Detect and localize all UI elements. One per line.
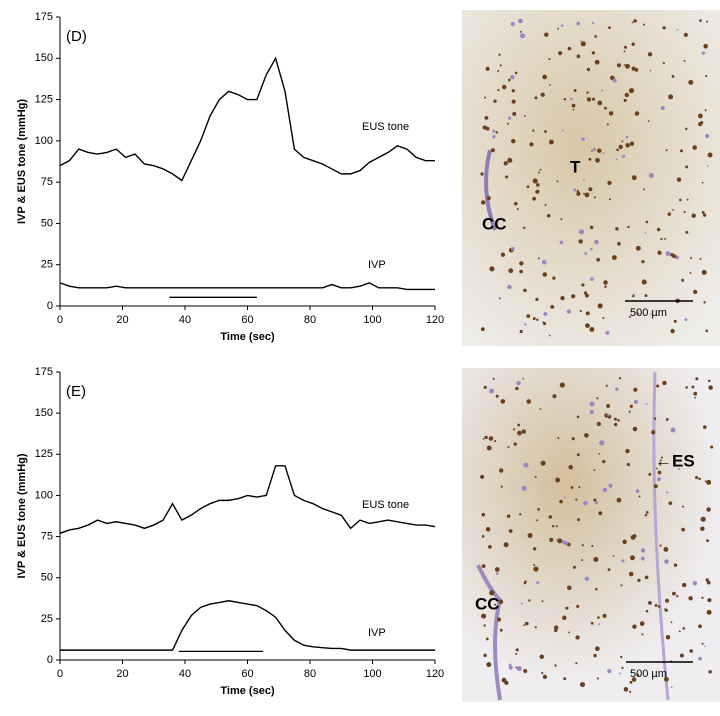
y-tick-label: 100 bbox=[35, 135, 53, 147]
series-line bbox=[59, 282, 435, 291]
x-tick-label: 60 bbox=[241, 668, 253, 680]
y-tick-label: 125 bbox=[35, 93, 53, 105]
y-tick-label: 0 bbox=[47, 300, 53, 312]
series-label: EUS tone bbox=[362, 121, 409, 133]
x-tick-label: 100 bbox=[363, 314, 381, 326]
canal bbox=[476, 564, 503, 701]
x-tick-label: 120 bbox=[426, 314, 444, 326]
y-tick-label: 75 bbox=[41, 176, 53, 188]
scale-label: 500 µm bbox=[630, 668, 667, 680]
y-tick-label: 0 bbox=[47, 654, 53, 666]
x-tick-label: 60 bbox=[241, 314, 253, 326]
y-tick-label: 50 bbox=[41, 572, 53, 584]
stained-cells bbox=[480, 18, 714, 693]
x-tick-label: 120 bbox=[426, 668, 444, 680]
x-axis-label: Time (sec) bbox=[220, 685, 275, 697]
x-tick-label: 40 bbox=[179, 314, 191, 326]
y-tick-label: 25 bbox=[41, 259, 53, 271]
x-tick-label: 80 bbox=[304, 668, 316, 680]
panel-label: (D) bbox=[66, 28, 87, 45]
panel-label: (E) bbox=[66, 383, 86, 400]
y-tick-label: 100 bbox=[35, 489, 53, 501]
x-tick-label: 20 bbox=[116, 668, 128, 680]
y-tick-label: 150 bbox=[35, 52, 53, 64]
y-tick-label: 25 bbox=[41, 613, 53, 625]
series-line bbox=[59, 465, 436, 534]
image-label: ←ES bbox=[655, 451, 695, 470]
y-tick-label: 150 bbox=[35, 407, 53, 419]
series-label: IVP bbox=[368, 259, 386, 271]
canal bbox=[484, 149, 497, 231]
x-tick-label: 0 bbox=[57, 668, 63, 680]
y-axis-label: IVP & EUS tone (mmHg) bbox=[16, 453, 28, 578]
y-tick-label: 50 bbox=[41, 217, 53, 229]
image-label: T bbox=[570, 157, 581, 176]
x-tick-label: 100 bbox=[363, 668, 381, 680]
x-tick-label: 80 bbox=[304, 314, 316, 326]
x-tick-label: 20 bbox=[116, 314, 128, 326]
image-label: CC bbox=[475, 594, 500, 613]
x-tick-label: 40 bbox=[179, 668, 191, 680]
y-tick-label: 75 bbox=[41, 530, 53, 542]
scale-label: 500 µm bbox=[630, 307, 667, 319]
micrograph bbox=[462, 10, 720, 346]
septum bbox=[652, 371, 670, 701]
x-tick-label: 0 bbox=[57, 314, 63, 326]
series-label: EUS tone bbox=[362, 499, 409, 511]
series-line bbox=[60, 600, 435, 651]
series-line bbox=[59, 56, 435, 182]
y-tick-label: 125 bbox=[35, 448, 53, 460]
series-label: IVP bbox=[368, 627, 386, 639]
y-tick-label: 175 bbox=[35, 11, 53, 23]
image-label: CC bbox=[482, 214, 507, 233]
y-axis-label: IVP & EUS tone (mmHg) bbox=[16, 99, 28, 224]
x-axis-label: Time (sec) bbox=[220, 331, 275, 343]
y-tick-label: 175 bbox=[35, 366, 53, 378]
micrograph bbox=[462, 368, 720, 702]
